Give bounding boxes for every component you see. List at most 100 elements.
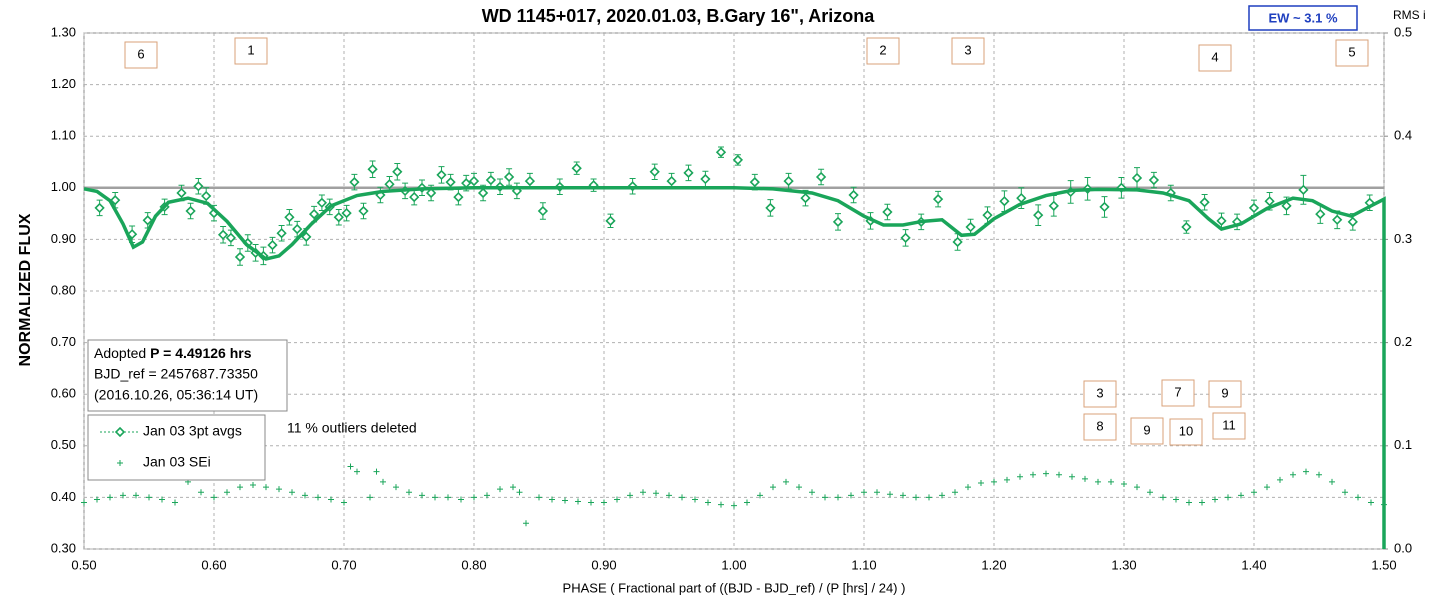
data-point [485,174,497,186]
label-box [234,37,268,65]
boxed-label: 5 [1348,44,1355,59]
data-point [301,231,312,242]
data-point [1216,215,1227,226]
data-point [347,463,354,470]
data-point [1147,489,1153,496]
data-point [1316,471,1322,478]
data-point [289,489,295,496]
y2-tick-label: 0.3 [1394,231,1412,246]
info-line: BJD_ref = 2457687.73350 [94,366,258,382]
data-point [133,492,139,499]
data-point [1056,471,1062,478]
data-point [392,166,403,177]
data-point [471,494,477,501]
data-point [1347,216,1358,227]
data-point [185,205,196,217]
chart-title: WD 1145+017, 2020.01.03, B.Gary 16", Ari… [482,6,876,26]
data-point [349,176,360,188]
data-point [744,499,750,506]
data-point [458,496,464,503]
boxed-label: 4 [1211,49,1218,64]
y-tick-label: 0.50 [51,437,76,452]
data-point [1264,484,1270,491]
data-point [354,468,360,475]
data-point [1251,489,1257,496]
y-tick-label: 0.40 [51,489,76,504]
data-point [234,251,246,263]
data-point [406,489,412,496]
data-point [146,494,152,501]
label-box [1212,412,1246,440]
data-point [978,479,984,486]
y2-tick-label: 0.4 [1394,128,1412,143]
data-point [1329,478,1335,485]
legend-marker [114,426,126,438]
data-point [692,496,698,503]
data-point [315,494,321,501]
y2-tick-label: 0.5 [1394,24,1412,39]
data-point [333,212,344,223]
label-box [1335,39,1369,67]
data-point [757,492,763,499]
data-point [1160,494,1166,501]
data-point [815,171,827,183]
data-point [510,484,516,491]
data-point [176,187,187,199]
data-point [1368,499,1374,506]
data-point [900,232,911,243]
data-point [445,494,451,501]
data-point [809,489,815,496]
y-axis-label: NORMALIZED FLUX [17,213,34,366]
data-point [425,187,437,199]
data-point [1277,476,1283,483]
info-period: P = 4.49126 hrs [150,345,252,361]
data-point [1181,221,1192,233]
data-point [562,497,568,504]
data-point [666,492,672,499]
data-point [367,164,378,175]
data-point [1281,200,1292,211]
data-point [732,154,744,166]
data-point [731,502,737,509]
data-point [588,499,594,506]
data-point [1303,468,1309,475]
x-axis-label: PHASE ( Fractional part of ((BJD - BJD_r… [563,580,906,595]
boxed-label: 10 [1179,423,1193,438]
data-point [1355,494,1361,501]
data-point [683,167,694,178]
data-point [453,191,464,203]
data-point [284,212,295,223]
data-point [367,494,373,501]
data-point [796,484,802,491]
data-point [537,205,549,217]
data-point [276,486,282,493]
data-point [614,496,620,503]
data-point [198,489,204,496]
data-point [110,195,121,206]
label-box [1161,379,1195,407]
data-point [436,169,447,181]
data-point [861,489,867,496]
data-point [516,489,523,496]
data-point [524,175,536,187]
label-box [1083,413,1117,441]
data-point [939,492,945,499]
data-point [172,499,178,506]
data-point [94,496,100,503]
data-point [308,208,320,220]
legend-label: Jan 03 3pt avgs [143,423,242,439]
data-point [1121,480,1127,487]
legend-label: Jan 03 SEi [143,454,211,470]
data-point [263,484,269,491]
ew-box [1248,5,1358,31]
data-point [601,499,607,506]
data-point [575,498,581,505]
y-tick-label: 1.10 [51,128,76,143]
boxed-label: 7 [1174,384,1181,399]
data-point [419,492,425,499]
data-point [1095,478,1101,485]
data-point [1248,202,1260,214]
x-tick-label: 0.90 [591,557,616,572]
data-point [1290,471,1296,478]
y2-axis-label: RMS i [1393,8,1426,22]
